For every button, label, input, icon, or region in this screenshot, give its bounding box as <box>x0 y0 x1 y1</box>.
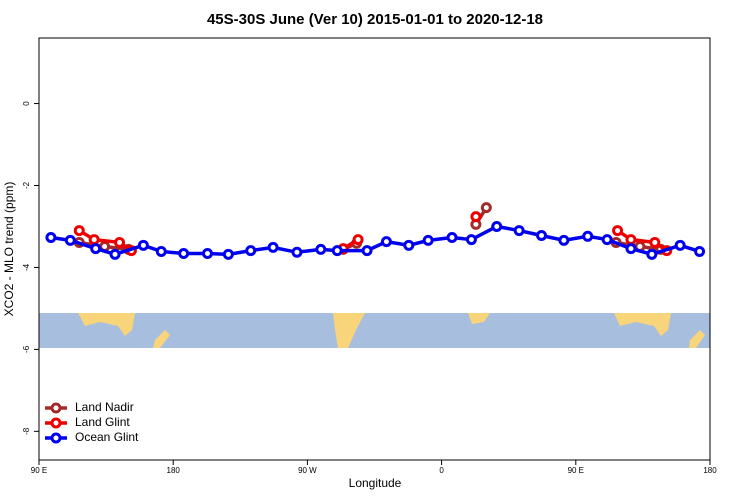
point <box>491 220 503 232</box>
point <box>403 239 415 251</box>
y-axis-label: XCO2 - MLO trend (ppm) <box>2 182 16 317</box>
point <box>649 236 661 248</box>
chart-title: 45S-30S June (Ver 10) 2015-01-01 to 2020… <box>207 11 543 28</box>
y-tick-label: -6 <box>22 345 31 353</box>
point <box>422 234 434 246</box>
series-line <box>78 206 662 252</box>
x-tick-label: 180 <box>703 466 717 475</box>
point <box>267 241 279 253</box>
x-axis-label: Longitude <box>349 476 402 490</box>
legend-marker <box>50 432 62 444</box>
point <box>352 234 364 246</box>
point <box>694 245 706 257</box>
x-tick-label: 180 <box>167 466 181 475</box>
plot-frame <box>38 37 711 461</box>
point <box>64 234 76 246</box>
x-tick-label: 90 W <box>298 466 317 475</box>
point <box>470 211 482 223</box>
point <box>446 232 458 244</box>
point <box>536 229 548 241</box>
legend-marker <box>50 417 62 429</box>
point <box>582 230 594 242</box>
y-tick-label: -4 <box>22 263 31 271</box>
point <box>601 234 613 246</box>
point <box>109 248 121 260</box>
point <box>465 234 477 246</box>
point <box>625 234 637 246</box>
point <box>73 225 85 237</box>
point <box>155 245 167 257</box>
point <box>625 243 637 255</box>
point <box>201 248 213 260</box>
y-tick-label: 0 <box>22 101 31 106</box>
point <box>558 234 570 246</box>
point <box>114 236 126 248</box>
legend-label: Ocean Glint <box>75 430 139 444</box>
point <box>90 243 102 255</box>
y-tick-label: -2 <box>22 181 31 189</box>
point <box>137 239 149 251</box>
x-tick-label: 90 E <box>568 466 584 475</box>
y-tick-label: -8 <box>22 427 31 435</box>
point <box>315 243 327 255</box>
legend-label: Land Nadir <box>75 400 134 414</box>
point <box>291 246 303 258</box>
point <box>222 248 234 260</box>
point <box>245 245 257 257</box>
map-band <box>39 313 710 348</box>
x-tick-label: 0 <box>439 466 444 475</box>
point <box>361 245 373 257</box>
legend-marker <box>50 402 62 414</box>
point <box>612 225 624 237</box>
point <box>480 202 492 214</box>
legend-label: Land Glint <box>75 415 130 429</box>
point <box>674 239 686 251</box>
point <box>88 234 100 246</box>
point <box>178 248 190 260</box>
point <box>45 232 57 244</box>
point <box>646 248 658 260</box>
x-tick-label: 90 E <box>31 466 47 475</box>
point <box>331 245 343 257</box>
point <box>513 225 525 237</box>
point <box>380 236 392 248</box>
